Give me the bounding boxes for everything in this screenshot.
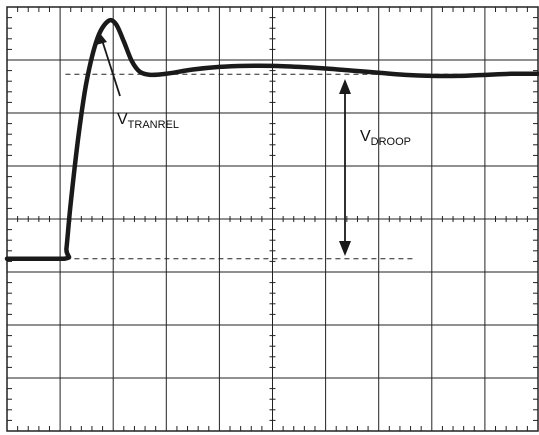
droop-label: VDROOP: [360, 128, 411, 148]
droop-label-sub: DROOP: [371, 136, 411, 148]
tranrel-label-sub: TRANREL: [128, 119, 179, 131]
droop-arrow-head-top: [339, 79, 351, 94]
droop-arrow-head-bottom: [339, 241, 351, 256]
tranrel-label: VTRANREL: [117, 111, 179, 131]
trace-line: [4, 17, 539, 261]
tranrel-pointer-arrowhead: [96, 32, 107, 45]
tranrel-label-main: V: [117, 111, 128, 128]
grid: [6, 6, 539, 432]
trace-layer: [4, 17, 539, 261]
annotations: VTRANREL VDROOP: [96, 32, 411, 256]
reference-lines: [65, 73, 538, 260]
tranrel-pointer-line: [101, 39, 121, 97]
droop-label-main: V: [360, 128, 371, 145]
